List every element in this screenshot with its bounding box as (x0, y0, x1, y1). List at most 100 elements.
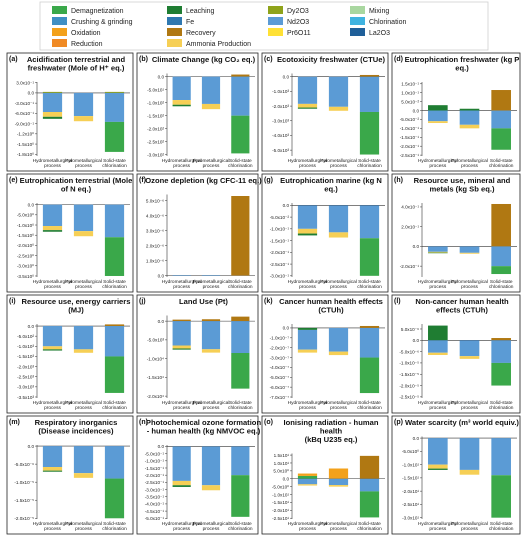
panel-letter: (f) (139, 177, 146, 184)
x-category-label: Solid-state (358, 279, 381, 285)
x-category-label: process (299, 526, 316, 532)
panel-title: Resource use, energy carriers (22, 297, 131, 306)
y-tick-label: -1.0x10⁻⁵ (399, 361, 419, 366)
y-tick-label: -1.0x10⁰ (17, 223, 34, 228)
bar-segment (297, 228, 318, 234)
y-tick-label: 4.0x10⁻¹ (401, 205, 419, 210)
y-tick-label: -2.5x10¹ (272, 516, 289, 521)
bar-segment (428, 110, 448, 122)
panel-letter: (e) (9, 177, 18, 184)
y-tick-label: -1.5x10⁻⁵ (14, 498, 34, 503)
x-category-label: Hydrometallurgical (418, 279, 458, 285)
legend-swatch (52, 28, 67, 36)
y-tick-label: -1.0x10⁻¹ (145, 459, 165, 464)
y-tick-label: 1.5x10⁻¹ (401, 82, 419, 87)
bar-segment (428, 121, 448, 124)
panel-title: Climate Change (kg CO₂ eq.) (152, 55, 256, 64)
x-category-label: Pyrometallurgical (451, 400, 488, 406)
x-category-label: process (203, 163, 220, 169)
panel-title: effects (CTUh) (436, 306, 488, 315)
x-category-label: process (44, 405, 61, 411)
bar-segment (491, 128, 511, 150)
x-category-label: Hydrometallurgical (418, 400, 458, 406)
chart-panels: (a) Acidification terrestrial andfreshwat… (6, 52, 521, 535)
panel-title: (CTUh) (318, 306, 344, 315)
y-tick-label: 2.0x10⁻¹ (401, 224, 419, 229)
y-tick-label: -2.0x10⁻⁵ (14, 516, 34, 521)
y-tick-label: -5.0x10⁰ (272, 484, 289, 489)
x-category-label: Pyrometallurgical (320, 521, 357, 527)
y-tick-label: -3.0x10³ (272, 119, 289, 124)
x-category-label: Hydrometallurgical (418, 521, 458, 527)
chart-panel: (b) Climate Change (kg CO₂ eq.) 0.0 -5.0x10… (136, 52, 259, 172)
bar-segment (297, 329, 318, 350)
panel-letter: (a) (9, 56, 18, 63)
x-category-label: process (461, 284, 478, 290)
x-category-label: chlorination (228, 526, 253, 532)
bar-segment (73, 204, 94, 232)
legend-swatch (268, 17, 283, 25)
y-tick-label: 0.0 (413, 338, 420, 343)
y-tick-label: 0.0 (158, 444, 165, 449)
bar-segment (328, 485, 349, 487)
chart-panel: (m) Respiratory inorganics(Disease incide… (6, 415, 134, 535)
x-category-label: Solid-state (103, 400, 126, 406)
panel-title: freshwater (Mole of H⁺ eq.) (28, 64, 125, 73)
y-tick-label: 0.0 (283, 326, 290, 331)
y-tick-label: -3.5x10⁻¹ (145, 495, 165, 500)
panel-title: Eutrophication terrestrial (Mole (20, 176, 133, 185)
x-category-label: process (203, 405, 220, 411)
y-tick-label: -4.0x10³ (272, 133, 289, 138)
panel-title: Ionising radiation - human (284, 418, 379, 427)
y-tick-label: 1.0x10⁻¹ (401, 90, 419, 95)
x-category-label: process (173, 526, 190, 532)
x-category-label: Hydrometallurgical (288, 279, 328, 285)
x-category-label: Solid-state (229, 279, 252, 285)
bar-segment (428, 325, 448, 341)
y-tick-label: 0.0 (283, 477, 290, 482)
y-tick-label: -3.0x10⁻¹ (145, 487, 165, 492)
bar-segment (491, 110, 511, 129)
chart-panel: (c) Ecotoxicity freshwater (CTUe) 0.0 -1.0x… (261, 52, 389, 172)
x-category-label: Hydrometallurgical (162, 158, 202, 164)
x-category-label: Pyrometallurgical (451, 279, 488, 285)
y-tick-label: -4.0x10⁻⁷ (270, 365, 290, 370)
legend-swatch (350, 28, 365, 36)
x-category-label: process (330, 284, 347, 290)
bar-segment (459, 469, 480, 475)
x-category-label: chlorination (228, 163, 253, 169)
legend-label: Ammonia Production (186, 41, 251, 48)
bar-segment (459, 246, 480, 253)
bar-segment (428, 246, 448, 252)
y-tick-label: -2.5x10⁻⁵ (399, 395, 419, 400)
y-tick-label: 0.0 (283, 203, 290, 208)
x-category-label: process (299, 405, 316, 411)
bar-segment (42, 204, 63, 227)
x-category-label: Hydrometallurgical (288, 400, 328, 406)
y-tick-label: 0.0 (28, 91, 35, 96)
bar-segment (428, 352, 448, 356)
bar-segment (491, 362, 511, 386)
bar-segment (428, 438, 448, 465)
bar-segment (459, 124, 480, 129)
panel-title: Respiratory inorganics (35, 418, 118, 427)
y-tick-label: 0.0 (28, 324, 35, 329)
bar-segment (231, 76, 250, 116)
x-category-label: process (461, 526, 478, 532)
bar-segment (42, 446, 63, 468)
y-tick-label: -1.5x10⁻¹ (270, 238, 290, 243)
y-tick-label: -1.0x10¹ (402, 462, 419, 467)
bar-segment (459, 110, 480, 125)
chart-panel: (a) Acidification terrestrial andfreshwat… (6, 52, 134, 172)
y-tick-label: 0.0 (283, 75, 290, 80)
y-tick-label: -2.0x10⁻⁵ (399, 383, 419, 388)
legend: Demagnetization Leaching Dy2O3 Mixing Crushi… (39, 1, 489, 51)
y-tick-label: -3.0x10⁰ (17, 264, 34, 269)
bar-segment (42, 349, 63, 351)
legend-label: Mixing (369, 8, 389, 15)
bar-segment (73, 473, 94, 478)
y-tick-label: -1.5x10³ (17, 354, 34, 359)
bar-segment (104, 91, 125, 93)
bar-segment (172, 446, 191, 481)
bar-segment (359, 76, 380, 112)
